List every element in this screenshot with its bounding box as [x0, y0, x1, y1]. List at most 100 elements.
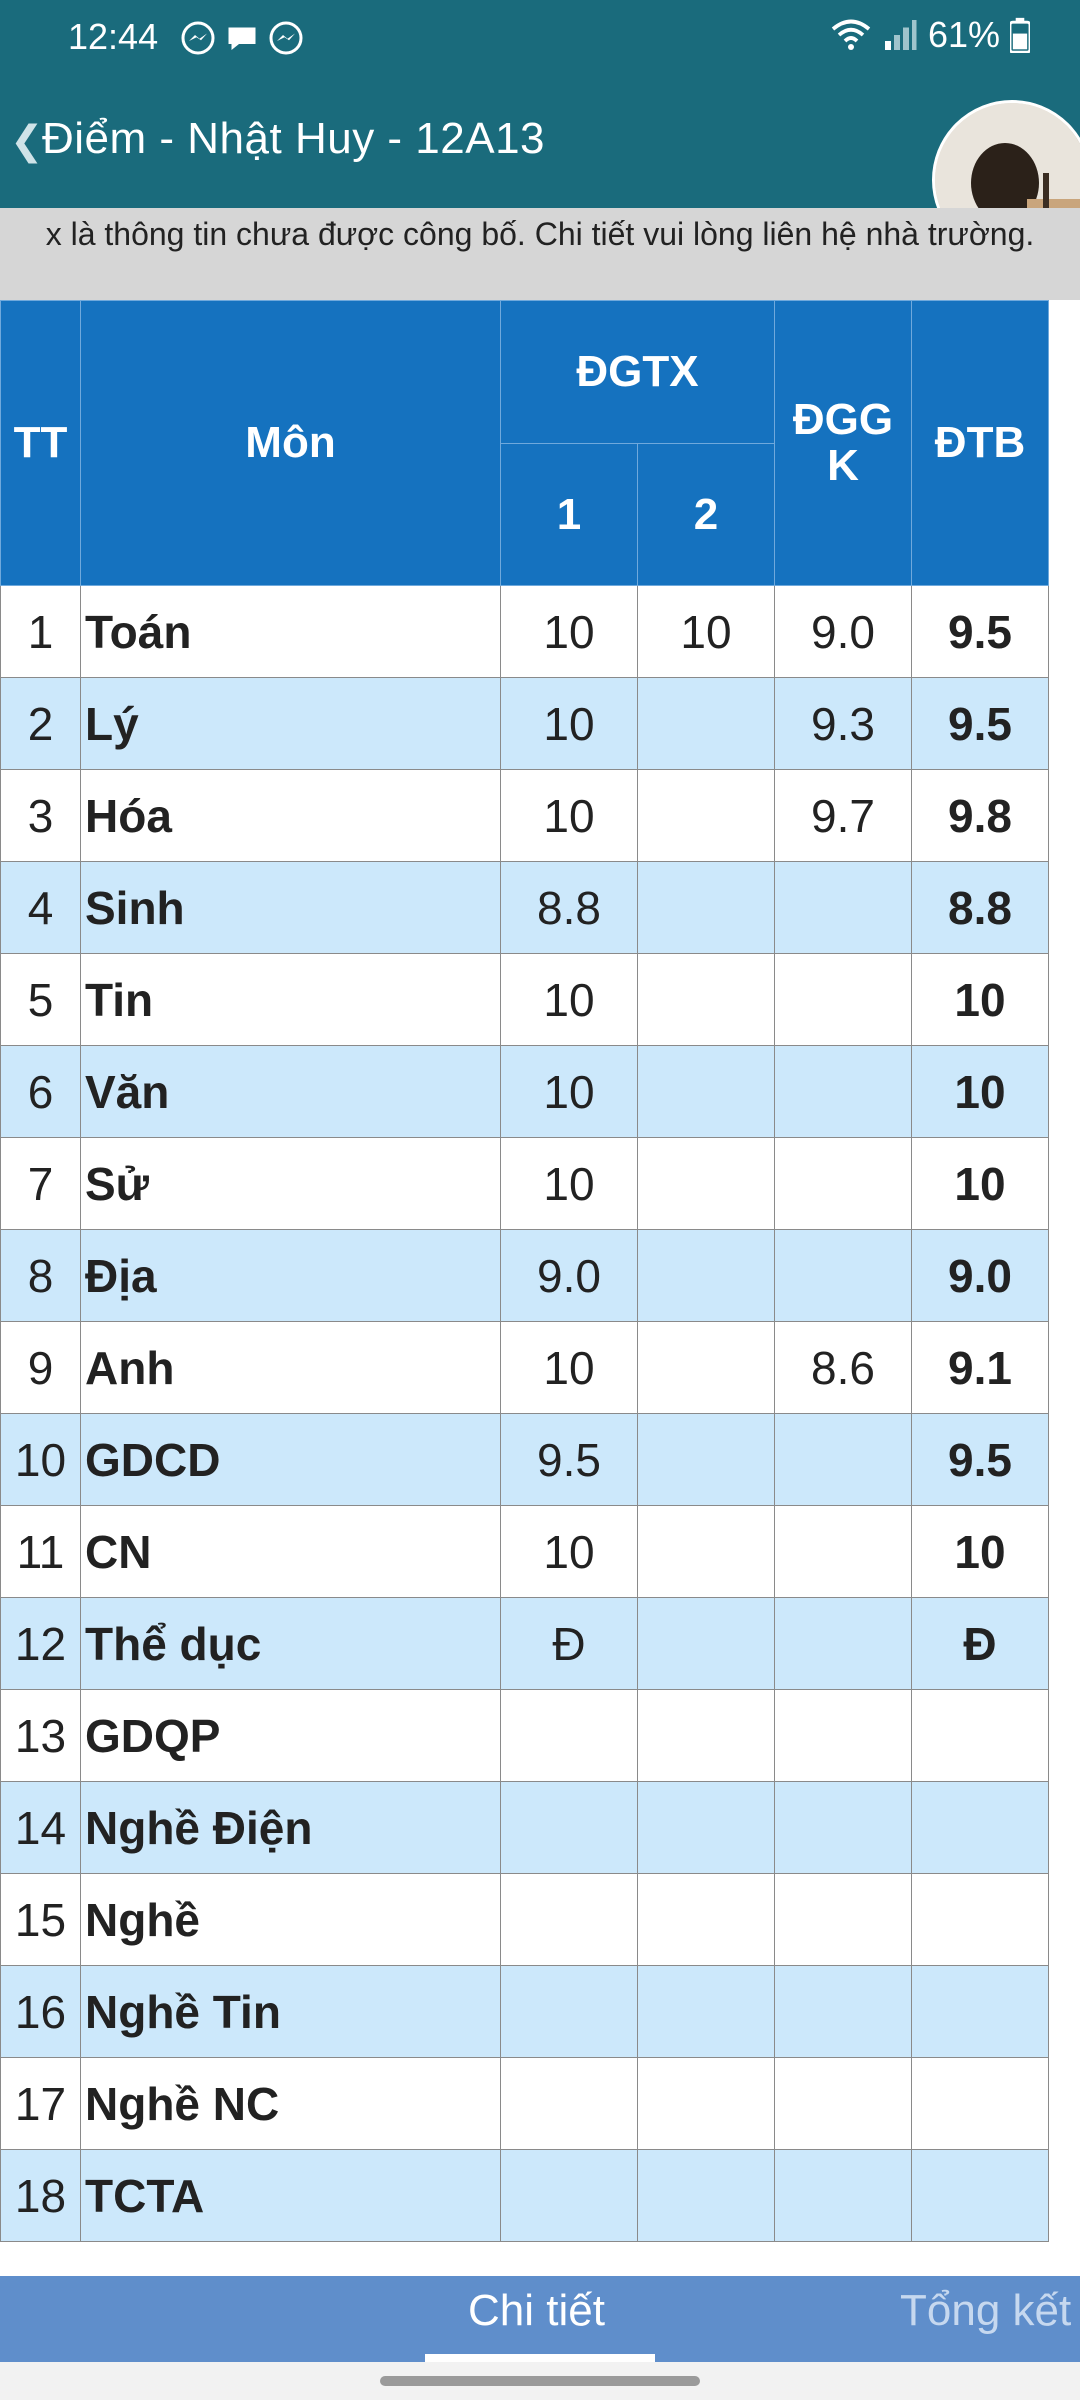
table-row: 1 Toán 10 10 9.0 9.5 [0, 585, 1050, 678]
score-dgtx-1 [500, 1873, 638, 1966]
score-dggk [774, 1229, 913, 1322]
table-row: 3 Hóa 10 9.7 9.8 [0, 769, 1050, 862]
header-dgtx: ĐGTX [499, 300, 776, 444]
row-index: 4 [0, 861, 81, 954]
score-dggk [774, 1597, 913, 1690]
score-dggk [774, 1137, 913, 1230]
table-row: 14 Nghề Điện [0, 1781, 1050, 1874]
subject-name: GDQP [80, 1689, 501, 1782]
score-dggk [774, 1781, 913, 1874]
row-index: 16 [0, 1965, 81, 2058]
score-dggk [774, 1045, 913, 1138]
row-index: 6 [0, 1045, 81, 1138]
row-index: 11 [0, 1505, 81, 1598]
table-row: 11 CN 10 10 [0, 1505, 1050, 1598]
score-dggk [774, 2149, 913, 2242]
subject-name: Địa [80, 1229, 501, 1322]
table-row: 18 TCTA [0, 2149, 1050, 2242]
bottom-tab-bar: Chi tiết Tổng kết [0, 2276, 1080, 2362]
score-dgtx-1: Đ [500, 1597, 638, 1690]
score-dgtx-2 [636, 1505, 776, 1598]
row-index: 5 [0, 953, 81, 1046]
table-row: 7 Sử 10 10 [0, 1137, 1050, 1230]
score-dggk: 9.3 [774, 677, 913, 770]
score-dgtx-2 [636, 1137, 776, 1230]
score-dgtx-2 [636, 1873, 776, 1966]
messenger-icon [269, 21, 303, 55]
score-dgtx-2 [636, 953, 776, 1046]
tab-detail[interactable]: Chi tiết [468, 2286, 605, 2335]
score-dtb [911, 2057, 1050, 2150]
row-index: 7 [0, 1137, 81, 1230]
score-dtb: 9.5 [911, 1413, 1050, 1506]
app-bar: ❮ Điểm - Nhật Huy - 12A13 [0, 78, 1080, 260]
score-dgtx-2 [636, 2057, 776, 2150]
header-tt: TT [0, 300, 81, 586]
score-dtb: Đ [911, 1597, 1050, 1690]
subject-name: Lý [80, 677, 501, 770]
score-dtb: 9.5 [911, 585, 1050, 678]
header-dgtx-1: 1 [500, 443, 638, 586]
battery-percent: 61% [927, 14, 1000, 55]
score-dgtx-1: 10 [500, 677, 638, 770]
score-dgtx-1: 10 [500, 1505, 638, 1598]
score-dtb [911, 1965, 1050, 2058]
grades-table: TT Môn ĐGTX ĐGG K ĐTB 1 2 1 Toán 10 10 9.0 9.… [0, 300, 1050, 2242]
score-dtb: 9.5 [911, 677, 1050, 770]
score-dgtx-1 [500, 1781, 638, 1874]
score-dggk [774, 1873, 913, 1966]
score-dtb: 10 [911, 1137, 1050, 1230]
score-dtb: 9.1 [911, 1321, 1050, 1414]
score-dgtx-2 [636, 1781, 776, 1874]
table-row: 5 Tin 10 10 [0, 953, 1050, 1046]
score-dgtx-1 [500, 1689, 638, 1782]
subject-name: Hóa [80, 769, 501, 862]
score-dtb: 10 [911, 1045, 1050, 1138]
back-chevron-icon[interactable]: ❮ [10, 119, 44, 163]
score-dgtx-1: 10 [500, 1321, 638, 1414]
home-gesture-bar[interactable] [380, 2376, 700, 2386]
row-index: 8 [0, 1229, 81, 1322]
score-dgtx-2 [636, 1965, 776, 2058]
score-dgtx-1 [500, 2149, 638, 2242]
header-dtb: ĐTB [911, 300, 1050, 586]
subject-name: Nghề NC [80, 2057, 501, 2150]
score-dtb [911, 2149, 1050, 2242]
messenger-icon [181, 21, 215, 55]
subject-name: TCTA [80, 2149, 501, 2242]
score-dgtx-2 [636, 1689, 776, 1782]
row-index: 3 [0, 769, 81, 862]
table-row: 9 Anh 10 8.6 9.1 [0, 1321, 1050, 1414]
score-dgtx-1: 8.8 [500, 861, 638, 954]
score-dgtx-2 [636, 861, 776, 954]
score-dgtx-2: 10 [636, 585, 776, 678]
subject-name: Anh [80, 1321, 501, 1414]
tab-summary[interactable]: Tổng kết [900, 2286, 1072, 2335]
score-dgtx-2 [636, 1045, 776, 1138]
score-dgtx-1: 10 [500, 769, 638, 862]
score-dgtx-2 [636, 1229, 776, 1322]
score-dgtx-1: 10 [500, 1045, 638, 1138]
subject-name: GDCD [80, 1413, 501, 1506]
row-index: 18 [0, 2149, 81, 2242]
score-dgtx-2 [636, 677, 776, 770]
subject-name: Nghề Điện [80, 1781, 501, 1874]
row-index: 13 [0, 1689, 81, 1782]
table-row: 4 Sinh 8.8 8.8 [0, 861, 1050, 954]
score-dggk [774, 953, 913, 1046]
battery-icon [1010, 17, 1030, 53]
notice-banner: x là thông tin chưa được công bố. Chi ti… [0, 208, 1080, 300]
table-row: 6 Văn 10 10 [0, 1045, 1050, 1138]
page-title: Điểm - Nhật Huy - 12A13 [42, 114, 546, 163]
chat-bubble-icon [228, 27, 256, 50]
signal-icon [884, 20, 917, 50]
score-dtb: 10 [911, 1505, 1050, 1598]
subject-name: Văn [80, 1045, 501, 1138]
score-dggk [774, 1689, 913, 1782]
table-row: 8 Địa 9.0 9.0 [0, 1229, 1050, 1322]
row-index: 15 [0, 1873, 81, 1966]
score-dgtx-1 [500, 2057, 638, 2150]
status-time: 12:44 [68, 16, 159, 57]
score-dgtx-2 [636, 1413, 776, 1506]
score-dggk [774, 1505, 913, 1598]
